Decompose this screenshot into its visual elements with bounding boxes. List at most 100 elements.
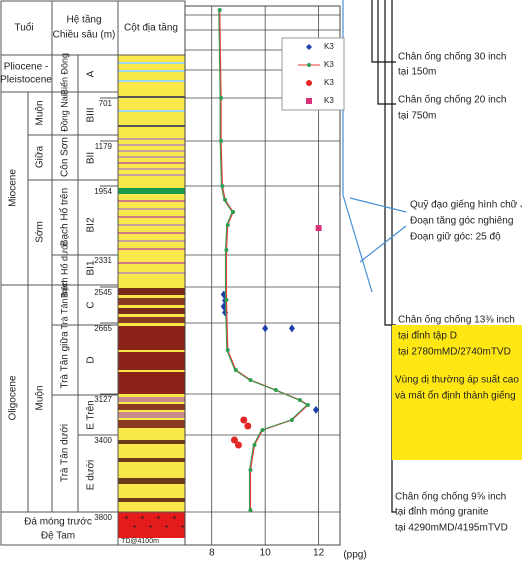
- annotation: tại đỉnh móng granite: [395, 506, 489, 518]
- litho-cross: +: [172, 513, 177, 522]
- point: [223, 197, 228, 202]
- litho-band: [118, 262, 185, 264]
- formation: Côn Sơn: [60, 137, 71, 177]
- depth-label: 2665: [94, 324, 112, 333]
- point: [248, 468, 253, 473]
- litho-band: [118, 232, 185, 234]
- plot-frame: [184, 5, 341, 546]
- sub-age: Giữa: [35, 145, 46, 168]
- annotation: Đoạn giữ góc: 25 độ: [410, 232, 501, 243]
- depth-label: 3127: [94, 395, 112, 404]
- unit: D: [86, 356, 97, 363]
- unit: E Trên: [86, 400, 97, 429]
- litho-band: [118, 478, 185, 484]
- litho-band: [118, 188, 185, 194]
- litho-band: [118, 352, 185, 370]
- litho-band: [118, 240, 185, 242]
- point: [260, 428, 265, 433]
- point: [262, 324, 269, 333]
- litho-band: [118, 200, 185, 202]
- header: Tuổi: [14, 22, 33, 34]
- depth-label: 3800: [94, 513, 112, 522]
- legend-label: K3: [324, 60, 334, 69]
- formation: Biển Đông: [59, 53, 69, 95]
- formation: Đồng Nai: [59, 94, 69, 132]
- depth-label: 701: [99, 99, 113, 108]
- litho-band: [118, 326, 185, 350]
- point: [225, 348, 230, 353]
- litho-cross: +: [140, 513, 145, 522]
- litho-cross: +: [148, 522, 153, 531]
- point: [219, 96, 224, 100]
- point: [273, 388, 278, 393]
- litho-band: [118, 498, 185, 502]
- unit: E dưới: [86, 460, 97, 490]
- plot: 8 10 12 (ppg): [100, 5, 367, 561]
- litho-cross: +: [132, 522, 137, 531]
- litho-band: [118, 248, 185, 250]
- header: Chiều sâu (m): [53, 29, 116, 41]
- annotation: tại 750m: [398, 111, 436, 122]
- depth-label: 3400: [94, 436, 112, 445]
- litho-band: [118, 208, 185, 210]
- epoch: Oligocene: [8, 375, 19, 420]
- x-axis-label: (ppg): [343, 550, 366, 561]
- point: [225, 222, 230, 227]
- litho-band: [118, 125, 185, 127]
- unit: BII: [86, 152, 97, 164]
- unit: C: [86, 301, 97, 308]
- unit: A: [86, 70, 97, 77]
- legend-swatch: [306, 98, 312, 104]
- litho-band: [118, 162, 185, 164]
- legend: K3 K3 K3 K3: [281, 37, 345, 111]
- legend-label: K3: [324, 42, 334, 51]
- point: [233, 368, 238, 373]
- sub-age: Muộn: [35, 385, 46, 410]
- litho-band: [118, 156, 185, 158]
- legend-swatch: [307, 63, 311, 67]
- annotation: Chân ống chống 9⅝ inch: [395, 491, 506, 503]
- legend-box: [281, 37, 345, 111]
- header: Cột địa tầng: [124, 22, 178, 34]
- depth-label: 2545: [94, 288, 112, 297]
- depth-label: 1179: [95, 142, 113, 151]
- litho-band: [118, 458, 185, 462]
- legend-swatch: [306, 44, 312, 50]
- litho-band: [118, 440, 185, 444]
- point: [219, 139, 224, 143]
- formation: Trà Tân trên: [59, 280, 69, 329]
- formation: Bạch Hổ trên: [59, 188, 71, 246]
- header: Hệ tầng: [66, 14, 101, 26]
- table-frame: [0, 0, 186, 546]
- litho-band: [118, 372, 185, 394]
- unit: BI1: [86, 260, 97, 275]
- unit: BIII: [86, 107, 97, 122]
- x-tick-label: 10: [260, 548, 272, 559]
- annotation: tại đỉnh tập D: [398, 330, 457, 342]
- litho-band: [118, 80, 185, 82]
- annotation: tại 2780mMD/2740mTVD: [398, 347, 511, 358]
- litho-band: [118, 144, 185, 146]
- formation: Trà Tân dưới: [60, 424, 71, 482]
- x-tick-label: 8: [209, 548, 215, 559]
- litho-cross: +: [164, 522, 169, 531]
- litho-band: [118, 174, 185, 176]
- formation: Trà Tân giữa: [60, 331, 71, 389]
- point: [230, 436, 238, 444]
- point: [289, 417, 294, 422]
- litho-band: [118, 150, 185, 152]
- basement: Đệ Tam: [41, 531, 75, 542]
- point: [305, 402, 310, 407]
- depth-label: 1954: [94, 187, 112, 196]
- point: [224, 248, 229, 253]
- annotation: Chân ống chống 20 inch: [398, 94, 506, 106]
- legend-label: K3: [324, 78, 334, 87]
- litho-band: [118, 272, 185, 274]
- annotation: Chân ống chống 13⅜ inch: [398, 314, 515, 326]
- anomaly-zone: [392, 325, 522, 460]
- litho-band: [118, 224, 185, 226]
- annotation: tại 150m: [398, 67, 436, 78]
- trajectory: [342, 0, 407, 293]
- legend-swatch: [306, 80, 312, 86]
